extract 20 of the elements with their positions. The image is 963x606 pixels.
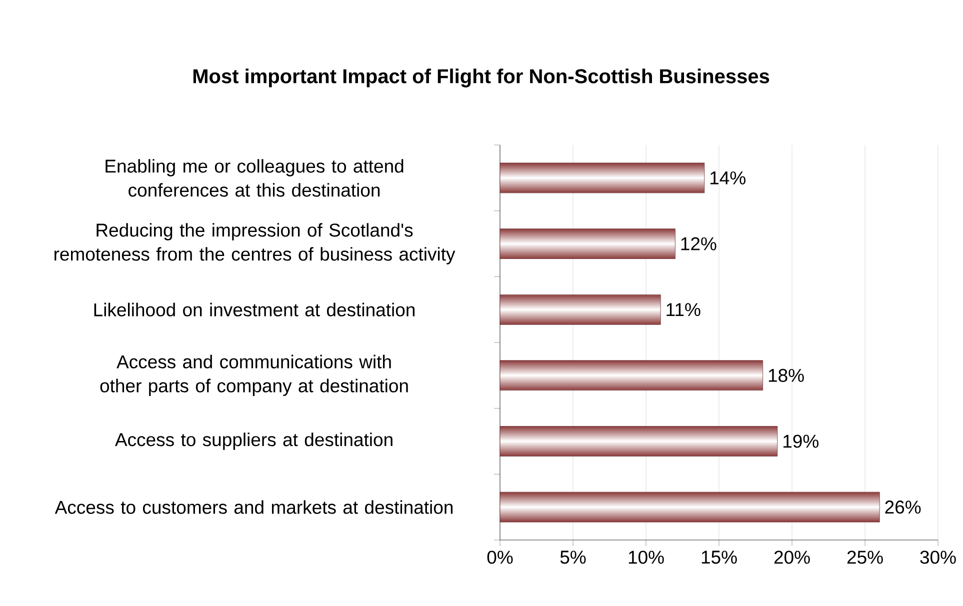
data-label: 12% (681, 237, 716, 250)
y-tick-label: Access to suppliers at destination (114, 432, 392, 450)
data-label: 19% (784, 434, 818, 448)
x-tick-label: 30% (920, 550, 956, 564)
y-tick-label: Reducing the impression of Scotland's remoteness from the centres of business activity (54, 223, 456, 264)
x-tick-label: 10% (628, 550, 664, 564)
data-label: 26% (885, 500, 921, 514)
y-tick-label: Access and communications with other parts of company at destination (100, 354, 408, 396)
y-tick-label: Enabling me or colleagues to attend conferences at this destination (106, 159, 404, 197)
data-label: 18% (768, 368, 804, 382)
x-tick-label: 5% (560, 550, 586, 564)
x-tick-label: 20% (774, 550, 810, 564)
y-tick-label: Likelihood on investment at destination (94, 302, 415, 316)
data-label: 14% (710, 171, 746, 184)
chart-title: Most important Impact of Flight for Non-Scottish Businesses (193, 68, 770, 88)
data-label: 11% (666, 303, 700, 316)
x-tick-label: 25% (847, 550, 883, 564)
y-tick-label: Access to customers and markets at destination (54, 500, 453, 514)
x-tick-label: 0% (487, 550, 513, 564)
x-tick-label: 15% (702, 550, 737, 564)
